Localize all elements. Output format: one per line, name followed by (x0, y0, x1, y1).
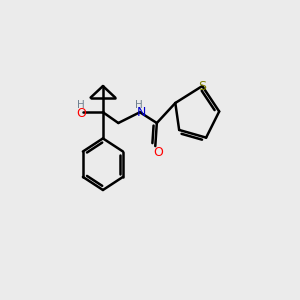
Text: H: H (135, 100, 143, 110)
Text: S: S (198, 80, 206, 92)
Text: H: H (77, 100, 85, 110)
Text: O: O (76, 107, 86, 120)
Text: N: N (137, 106, 146, 119)
Text: O: O (153, 146, 163, 159)
